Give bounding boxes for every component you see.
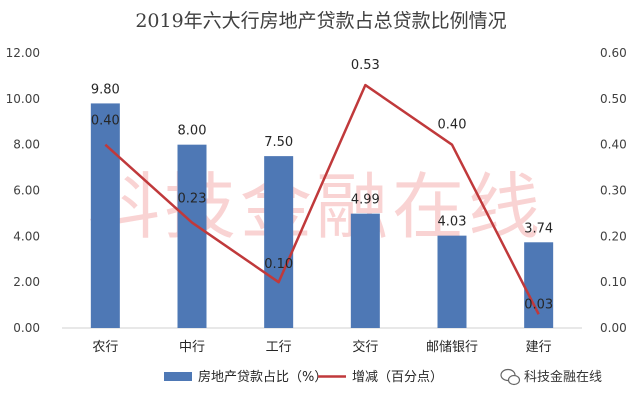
- bar-value-label: 9.80: [91, 82, 120, 97]
- bar: [524, 242, 554, 328]
- right-tick-label: 0.00: [600, 321, 627, 335]
- legend-label: 房地产贷款占比（%）: [198, 369, 327, 385]
- right-tick-label: 0.10: [600, 275, 627, 289]
- bar-value-label: 3.74: [524, 221, 553, 236]
- bar-series: [90, 103, 554, 329]
- right-tick-label: 0.50: [600, 92, 627, 106]
- line-value-label: 0.03: [524, 297, 553, 312]
- bar: [437, 235, 467, 328]
- right-tick-label: 0.30: [600, 184, 627, 198]
- brand-text: 科技金融在线: [524, 369, 602, 385]
- line-value-label: 0.53: [351, 58, 380, 73]
- bar: [90, 103, 120, 329]
- category-label: 中行: [179, 340, 205, 355]
- chart-title: 2019年六大行房地产贷款占总贷款比例情况: [135, 10, 506, 32]
- category-label: 邮储银行: [426, 340, 478, 355]
- bar: [350, 213, 380, 328]
- category-label: 交行: [352, 339, 378, 355]
- line-value-label: 0.40: [91, 114, 120, 129]
- left-tick-label: 8.00: [13, 138, 40, 152]
- right-tick-label: 0.60: [600, 46, 627, 60]
- right-tick-label: 0.40: [600, 138, 627, 152]
- legend-swatch-bar: [164, 372, 192, 381]
- bar-value-label: 7.50: [264, 135, 293, 150]
- left-tick-label: 0.00: [13, 321, 40, 335]
- line-value-label: 0.10: [264, 257, 293, 272]
- line-value-label: 0.23: [178, 192, 207, 207]
- watermark: 科技金融在线: [88, 165, 544, 249]
- left-tick-label: 4.00: [13, 229, 40, 243]
- category-axis: 农行 中行 工行 交行 邮储银行 建行: [92, 339, 551, 355]
- left-tick-label: 2.00: [13, 275, 40, 289]
- bar-value-label: 8.00: [178, 124, 207, 139]
- line-path: [104, 83, 540, 315]
- category-label: 工行: [266, 340, 292, 355]
- left-tick-label: 6.00: [13, 184, 40, 198]
- legend-label: 增减（百分点）: [352, 370, 443, 385]
- wechat-icon: [500, 368, 521, 386]
- data-labels: 9.80 8.00 7.50 4.99 4.03 3.74 0.40 0.23 0.10 0.53…: [91, 58, 553, 312]
- left-tick-label: 12.00: [6, 46, 40, 60]
- category-label: 农行: [92, 340, 118, 355]
- wechat-bubble: [507, 374, 521, 386]
- line-value-label: 0.40: [438, 118, 467, 133]
- right-axis: 0.00 0.10 0.20 0.30 0.40 0.50 0.60: [600, 46, 627, 335]
- left-tick-label: 10.00: [6, 92, 40, 106]
- category-label: 建行: [526, 340, 552, 355]
- bar-value-label: 4.03: [438, 215, 467, 230]
- left-axis: 0.00 2.00 4.00 6.00 8.00 10.00 12.00: [6, 46, 40, 335]
- legend: 房地产贷款占比（%） 增减（百分点）: [164, 369, 443, 385]
- bar-value-label: 4.99: [351, 193, 380, 208]
- brand: 科技金融在线: [500, 368, 602, 386]
- bar: [177, 144, 207, 328]
- line-series: [104, 83, 540, 315]
- right-tick-label: 0.20: [600, 229, 627, 243]
- bar: [264, 156, 294, 328]
- watermark-text: 科技金融在线: [88, 165, 544, 249]
